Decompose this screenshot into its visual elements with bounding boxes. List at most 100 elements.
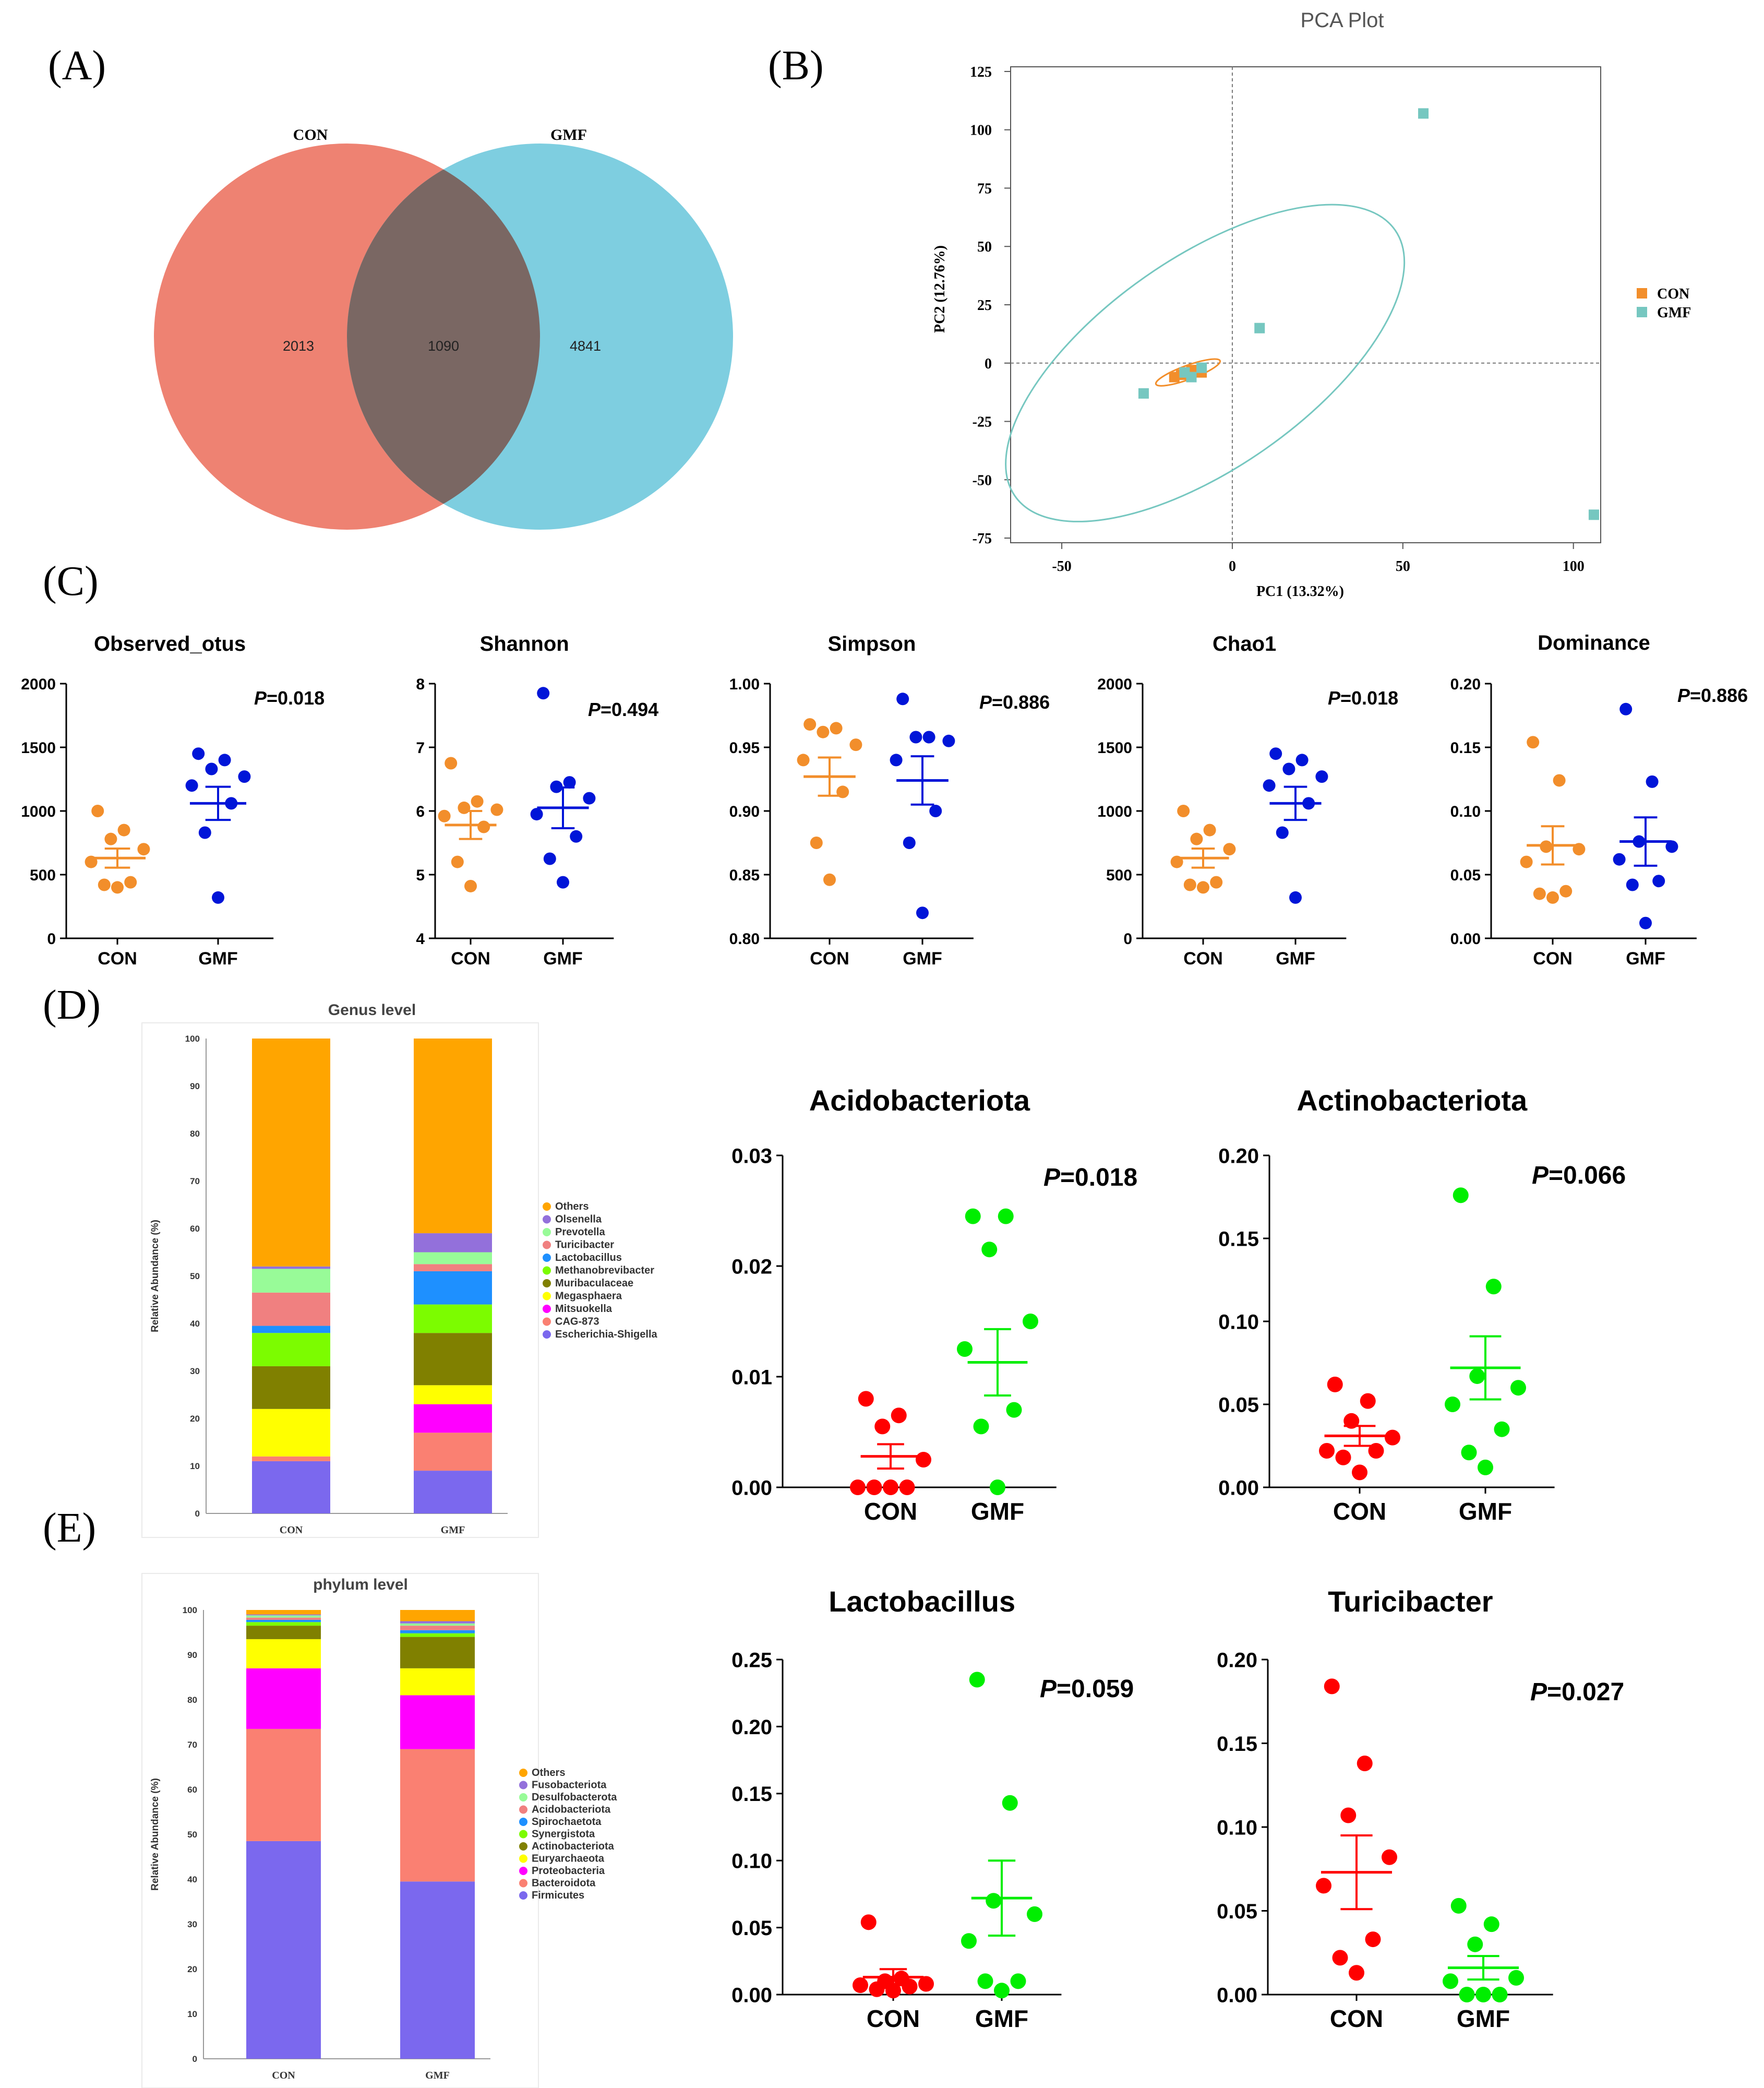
- actinobacteriota-point-con: [1319, 1443, 1335, 1459]
- observed_otus-point-gmf: [212, 891, 224, 904]
- actinobacteriota-title: Actinobacteriota: [1297, 1084, 1528, 1117]
- phylum-legend-swatch: [519, 1805, 527, 1814]
- genus-segment-megasphaera: [414, 1385, 492, 1404]
- phylum-segment-euryarchaeota: [400, 1668, 475, 1696]
- pca-ytick-label: -50: [973, 472, 992, 488]
- chao1-xtick-label: CON: [1183, 949, 1223, 969]
- acidobacteriota-xtick-label: GMF: [971, 1498, 1024, 1525]
- lactobacillus-point-gmf: [986, 1893, 1002, 1909]
- turicibacter-point-gmf: [1450, 1898, 1467, 1914]
- phylum-ytick-label: 80: [187, 1695, 197, 1705]
- dominance-point-gmf: [1639, 916, 1652, 929]
- acidobacteriota-point-con: [866, 1480, 882, 1495]
- simpson-ytick-label: 0.95: [729, 739, 760, 757]
- turicibacter-point-gmf: [1459, 1987, 1475, 2002]
- chao1-xtick-label: GMF: [1276, 949, 1315, 969]
- shannon-point-con: [471, 795, 484, 808]
- turicibacter-point-gmf: [1467, 1936, 1483, 1952]
- turicibacter-point-con: [1357, 1756, 1373, 1772]
- observed_otus-point-con: [124, 876, 137, 889]
- actinobacteriota-ytick-label: 0.15: [1218, 1227, 1259, 1250]
- phylum-segment-acidobacteriota: [246, 1617, 321, 1620]
- genus-legend-swatch: [543, 1305, 551, 1313]
- lactobacillus-point-gmf: [994, 1983, 1010, 1999]
- phylum-segment-bacteroidota: [246, 1728, 321, 1841]
- genus-legend-swatch: [543, 1215, 551, 1224]
- shannon-point-con: [451, 855, 464, 868]
- phylum-legend-label: Others: [532, 1767, 565, 1779]
- genus-ytick-label: 50: [190, 1271, 200, 1281]
- turicibacter-point-con: [1324, 1678, 1340, 1695]
- pca-ytick-label: 75: [977, 181, 992, 197]
- genus-legend-label: Lactobacillus: [555, 1252, 622, 1263]
- venn-left-count: 2013: [283, 338, 314, 354]
- phylum-legend-swatch: [519, 1781, 527, 1789]
- pca-xtick-label: 100: [1563, 558, 1585, 575]
- actinobacteriota-point-con: [1352, 1464, 1367, 1481]
- simpson-point-con: [797, 754, 810, 767]
- phylum-legend-swatch: [519, 1854, 527, 1863]
- acidobacteriota-point-gmf: [981, 1242, 998, 1258]
- pca-ylabel: PC2 (12.76%): [932, 245, 948, 333]
- actinobacteriota-point-gmf: [1453, 1187, 1469, 1203]
- dominance-point-gmf: [1619, 702, 1633, 715]
- phylum-ytick-label: 30: [187, 1919, 197, 1929]
- observed_otus-xtick-label: CON: [98, 949, 137, 969]
- simpson-xtick-label: GMF: [903, 949, 942, 969]
- acidobacteriota-xtick-label: CON: [864, 1498, 917, 1525]
- lactobacillus-plot: 0.00 0.05 0.10 0.15 0.20 0.25 CON GMF Lactobacil…: [731, 1585, 1134, 2032]
- phylum-segment-synergistota: [246, 1622, 321, 1626]
- turicibacter-point-gmf: [1508, 1970, 1524, 1986]
- acidobacteriota-ytick-label: 0.02: [731, 1255, 772, 1278]
- simpson-xtick-label: CON: [810, 949, 849, 969]
- simpson-point-con: [830, 722, 843, 735]
- simpson-ytick-label: 1.00: [729, 676, 760, 693]
- simpson-point-con: [817, 725, 830, 738]
- phylum-segment-desulfobacterota: [246, 1615, 321, 1618]
- simpson-ytick-label: 0.90: [729, 803, 760, 820]
- genus-legend-label: Prevotella: [555, 1226, 605, 1238]
- acidobacteriota-point-con: [850, 1480, 866, 1495]
- genus-ytick-label: 80: [190, 1129, 200, 1139]
- shannon-point-con: [477, 820, 490, 833]
- chao1-point-gmf: [1276, 826, 1289, 839]
- acidobacteriota-point-gmf: [1023, 1314, 1038, 1329]
- pca-xlabel: PC1 (13.32%): [1256, 583, 1344, 600]
- genus-segment-prevotella: [252, 1269, 330, 1293]
- pca-xtick-label: 0: [1229, 558, 1236, 575]
- acidobacteriota-pvalue: P=0.018: [1043, 1164, 1137, 1191]
- genus-legend-label: CAG-873: [555, 1316, 599, 1328]
- chao1-point-con: [1203, 824, 1216, 837]
- lactobacillus-ytick-label: 0.25: [731, 1649, 772, 1672]
- observed_otus-ytick-label: 1500: [21, 739, 56, 757]
- dominance-ytick-label: 0.00: [1450, 930, 1481, 948]
- phylum-title: phylum level: [313, 1576, 408, 1593]
- phylum-ytick-label: 40: [187, 1875, 197, 1884]
- shannon-ytick-label: 5: [416, 867, 425, 884]
- phylum-legend-swatch: [519, 1793, 527, 1801]
- phylum-segment-firmicutes: [400, 1881, 475, 2059]
- acidobacteriota-ytick-label: 0.00: [731, 1476, 772, 1499]
- observed_otus-point-con: [104, 832, 117, 845]
- observed_otus-ytick-label: 500: [30, 867, 56, 884]
- lactobacillus-point-con: [860, 1914, 877, 1930]
- acidobacteriota-ytick-label: 0.01: [731, 1366, 772, 1389]
- dominance-point-gmf: [1626, 878, 1639, 891]
- pca-ytick-label: 125: [970, 64, 992, 80]
- genus-legend-swatch: [543, 1202, 551, 1211]
- genus-segment-escherichia-shigella: [414, 1471, 492, 1513]
- chao1-point-gmf: [1289, 891, 1302, 904]
- lactobacillus-ytick-label: 0.00: [731, 1984, 772, 2007]
- shannon-point-con: [458, 801, 471, 814]
- dominance-title: Dominance: [1538, 631, 1650, 654]
- lactobacillus-xtick-label: CON: [867, 2005, 920, 2032]
- lactobacillus-point-gmf: [961, 1933, 977, 1949]
- pca-legend-label-gmf: GMF: [1657, 305, 1691, 321]
- shannon-ytick-label: 4: [416, 930, 425, 948]
- phylum-legend-swatch: [519, 1769, 527, 1777]
- simpson-point-gmf: [890, 754, 903, 767]
- acidobacteriota-point-gmf: [990, 1480, 1005, 1495]
- turicibacter-ytick-label: 0.15: [1217, 1733, 1257, 1756]
- phylum-ytick-label: 50: [187, 1830, 197, 1840]
- observed_otus-xtick-label: GMF: [198, 949, 238, 969]
